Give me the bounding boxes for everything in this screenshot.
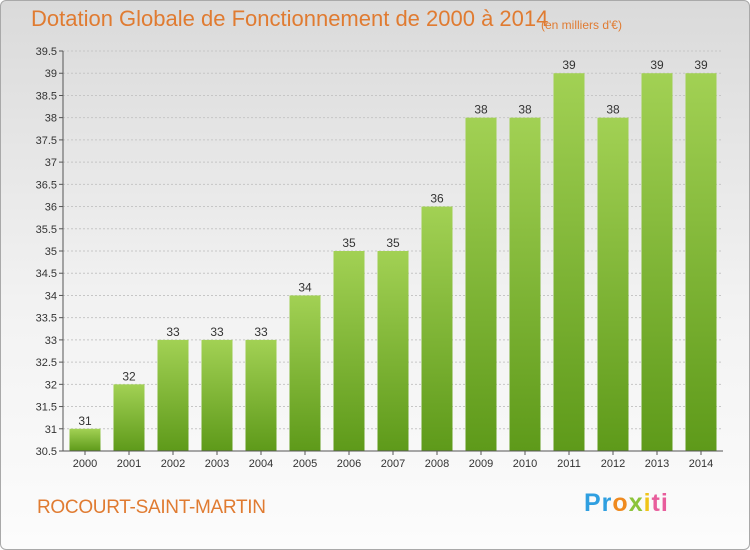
x-tick-label: 2011	[557, 458, 581, 470]
y-tick-label: 30.5	[36, 446, 57, 458]
bar[interactable]	[509, 117, 541, 452]
x-tick-label: 2001	[117, 458, 141, 470]
axes: 30.5 31 31.5 32 32.5 33 33.5 34 34.5 35 35.5 36 36.5…	[36, 46, 723, 470]
x-tick-label: 2014	[689, 458, 713, 470]
bar[interactable]	[553, 73, 585, 451]
y-tick-label: 37.5	[36, 135, 57, 147]
proxiti-logo[interactable]: Proxiti	[584, 489, 669, 518]
y-tick-label: 31.5	[36, 402, 57, 414]
bar[interactable]	[685, 73, 717, 451]
bar[interactable]	[113, 384, 145, 451]
y-tick-label: 35.5	[36, 224, 57, 236]
y-tick-label: 36	[45, 202, 57, 214]
logo-part: ti	[651, 489, 669, 517]
logo-part: o	[612, 489, 629, 517]
logo-part: Pr	[584, 489, 613, 517]
bar[interactable]	[641, 73, 673, 451]
bar-value-label: 35	[342, 236, 356, 250]
y-tick-label: 36.5	[36, 179, 57, 191]
x-tick-label: 2007	[381, 458, 405, 470]
bar-value-label: 38	[606, 103, 620, 117]
bar-value-label: 33	[254, 325, 268, 339]
chart-title: Dotation Globale de Fonctionnement de 20…	[31, 6, 549, 31]
bar[interactable]	[289, 295, 321, 451]
bar-value-label: 31	[78, 414, 92, 428]
y-tick-label: 33	[45, 335, 57, 347]
bar[interactable]	[157, 339, 189, 451]
x-tick-label: 2010	[513, 458, 537, 470]
x-tick-label: 2003	[205, 458, 229, 470]
place-name: ROCOURT-SAINT-MARTIN	[37, 497, 266, 518]
bar-value-label: 38	[518, 103, 532, 117]
bar[interactable]	[69, 428, 101, 451]
x-tick-label: 2009	[469, 458, 493, 470]
bar-value-label: 38	[474, 103, 488, 117]
bar-value-label: 36	[430, 192, 444, 206]
y-tick-label: 34.5	[36, 268, 57, 280]
logo-part: i	[643, 489, 652, 517]
x-tick-label: 2006	[337, 458, 361, 470]
y-tick-label: 38.5	[36, 90, 57, 102]
x-tick-label: 2012	[601, 458, 625, 470]
x-tick-label: 2002	[161, 458, 185, 470]
y-tick-label: 34	[45, 290, 57, 302]
y-tick-label: 38	[45, 113, 57, 125]
bar-value-label: 33	[166, 325, 180, 339]
bar[interactable]	[597, 117, 629, 452]
x-tick-label: 2005	[293, 458, 317, 470]
bar[interactable]	[421, 206, 453, 451]
x-tick-label: 2004	[249, 458, 273, 470]
bar-value-label: 39	[694, 58, 708, 72]
y-tick-label: 39	[45, 68, 57, 80]
x-tick-label: 2013	[645, 458, 669, 470]
chart-subtitle: (en milliers d'€)	[541, 18, 622, 32]
x-tick-label: 2000	[73, 458, 97, 470]
bar-value-label: 34	[298, 280, 312, 294]
bar-value-label: 35	[386, 236, 400, 250]
x-tick-label: 2008	[425, 458, 449, 470]
y-tick-label: 32.5	[36, 357, 57, 369]
bars: 31 32 33 33 33 34 35 35 36 38 38 39 38 39 39	[69, 58, 717, 452]
bar[interactable]	[377, 251, 409, 451]
bar[interactable]	[245, 339, 277, 451]
bar[interactable]	[333, 251, 365, 451]
y-tick-label: 31	[45, 424, 57, 436]
bar[interactable]	[465, 117, 497, 452]
bar[interactable]	[201, 339, 233, 451]
y-tick-label: 37	[45, 157, 57, 169]
bar-value-label: 39	[650, 58, 664, 72]
y-tick-label: 33.5	[36, 313, 57, 325]
bar-value-label: 32	[122, 369, 136, 383]
bar-value-label: 33	[210, 325, 224, 339]
y-tick-label: 39.5	[36, 46, 57, 58]
logo-part: x	[628, 489, 644, 517]
y-tick-label: 32	[45, 379, 57, 391]
bar-value-label: 39	[562, 58, 576, 72]
y-tick-label: 35	[45, 246, 57, 258]
